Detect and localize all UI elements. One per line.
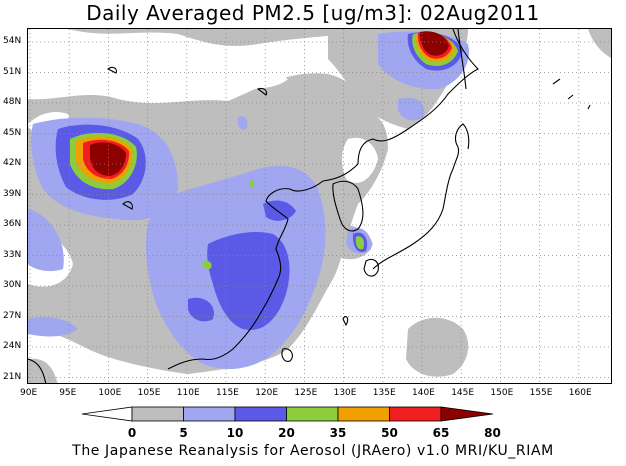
latitude-label: 42N	[3, 158, 22, 168]
colorbar-swatch	[183, 406, 236, 422]
latitude-label: 27N	[3, 310, 22, 321]
longitude-label: 125E	[294, 388, 318, 398]
colorbar-level-label: 65	[433, 426, 450, 439]
colorbar-swatch	[131, 406, 184, 422]
latitude-label: 30N	[3, 280, 22, 290]
map-plot-area	[27, 28, 612, 384]
colorbar-swatch	[389, 406, 442, 422]
pm25-field	[28, 29, 611, 383]
colorbar-level-label: 20	[278, 426, 295, 439]
latitude-label: 21N	[3, 371, 22, 382]
latitude-label: 51N	[3, 66, 22, 77]
colorbar-level-label: 5	[179, 426, 187, 439]
lat-lon-gridlines	[28, 29, 611, 383]
latitude-label: 24N	[3, 341, 22, 351]
longitude-label: 115E	[216, 388, 239, 398]
latitude-label: 45N	[3, 127, 22, 138]
data-source-credit: The Japanese Reanalysis for Aerosol (JRA…	[72, 443, 554, 459]
colorbar-swatches	[81, 406, 494, 422]
longitude-label: 120E	[255, 388, 279, 398]
latitude-label: 48N	[3, 97, 22, 107]
longitude-label: 160E	[568, 388, 592, 398]
longitude-label: 145E	[451, 388, 475, 398]
colorbar-level-label: 80	[484, 426, 501, 439]
colorbar-level-label: 10	[227, 426, 244, 439]
longitude-label: 100E	[98, 388, 122, 398]
darkred-concentration-layer	[90, 31, 449, 176]
coastlines	[28, 29, 591, 383]
longitude-label: 90E	[20, 388, 38, 398]
longitude-label: 135E	[372, 388, 396, 398]
colorbar-swatch	[440, 406, 494, 422]
longitude-label: 155E	[529, 388, 553, 398]
longitude-label: 105E	[137, 388, 161, 398]
latitude-label: 33N	[3, 249, 22, 260]
longitude-label: 110E	[176, 388, 200, 398]
colorbar-level-label: 50	[381, 426, 398, 439]
colorbar-level-label: 35	[330, 426, 347, 439]
colorbar-swatch	[81, 406, 133, 422]
longitude-label: 95E	[59, 388, 77, 398]
longitude-label: 150E	[490, 388, 514, 398]
colorbar-swatch	[286, 406, 339, 422]
map-title: Daily Averaged PM2.5 [ug/m3]: 02Aug2011	[86, 1, 540, 25]
longitude-label: 130E	[333, 388, 357, 398]
latitude-label: 54N	[3, 36, 22, 46]
longitude-label: 140E	[412, 388, 435, 398]
colorbar-level-label: 0	[128, 426, 136, 439]
latitude-label: 39N	[3, 188, 22, 199]
colorbar: 0 5 10 20 35 50 65 80	[81, 406, 501, 439]
latitude-label: 36N	[3, 219, 22, 229]
colorbar-swatch	[337, 406, 390, 422]
colorbar-swatch	[234, 406, 287, 422]
colorbar-tick-labels: 0 5 10 20 35 50 65 80	[128, 426, 501, 439]
